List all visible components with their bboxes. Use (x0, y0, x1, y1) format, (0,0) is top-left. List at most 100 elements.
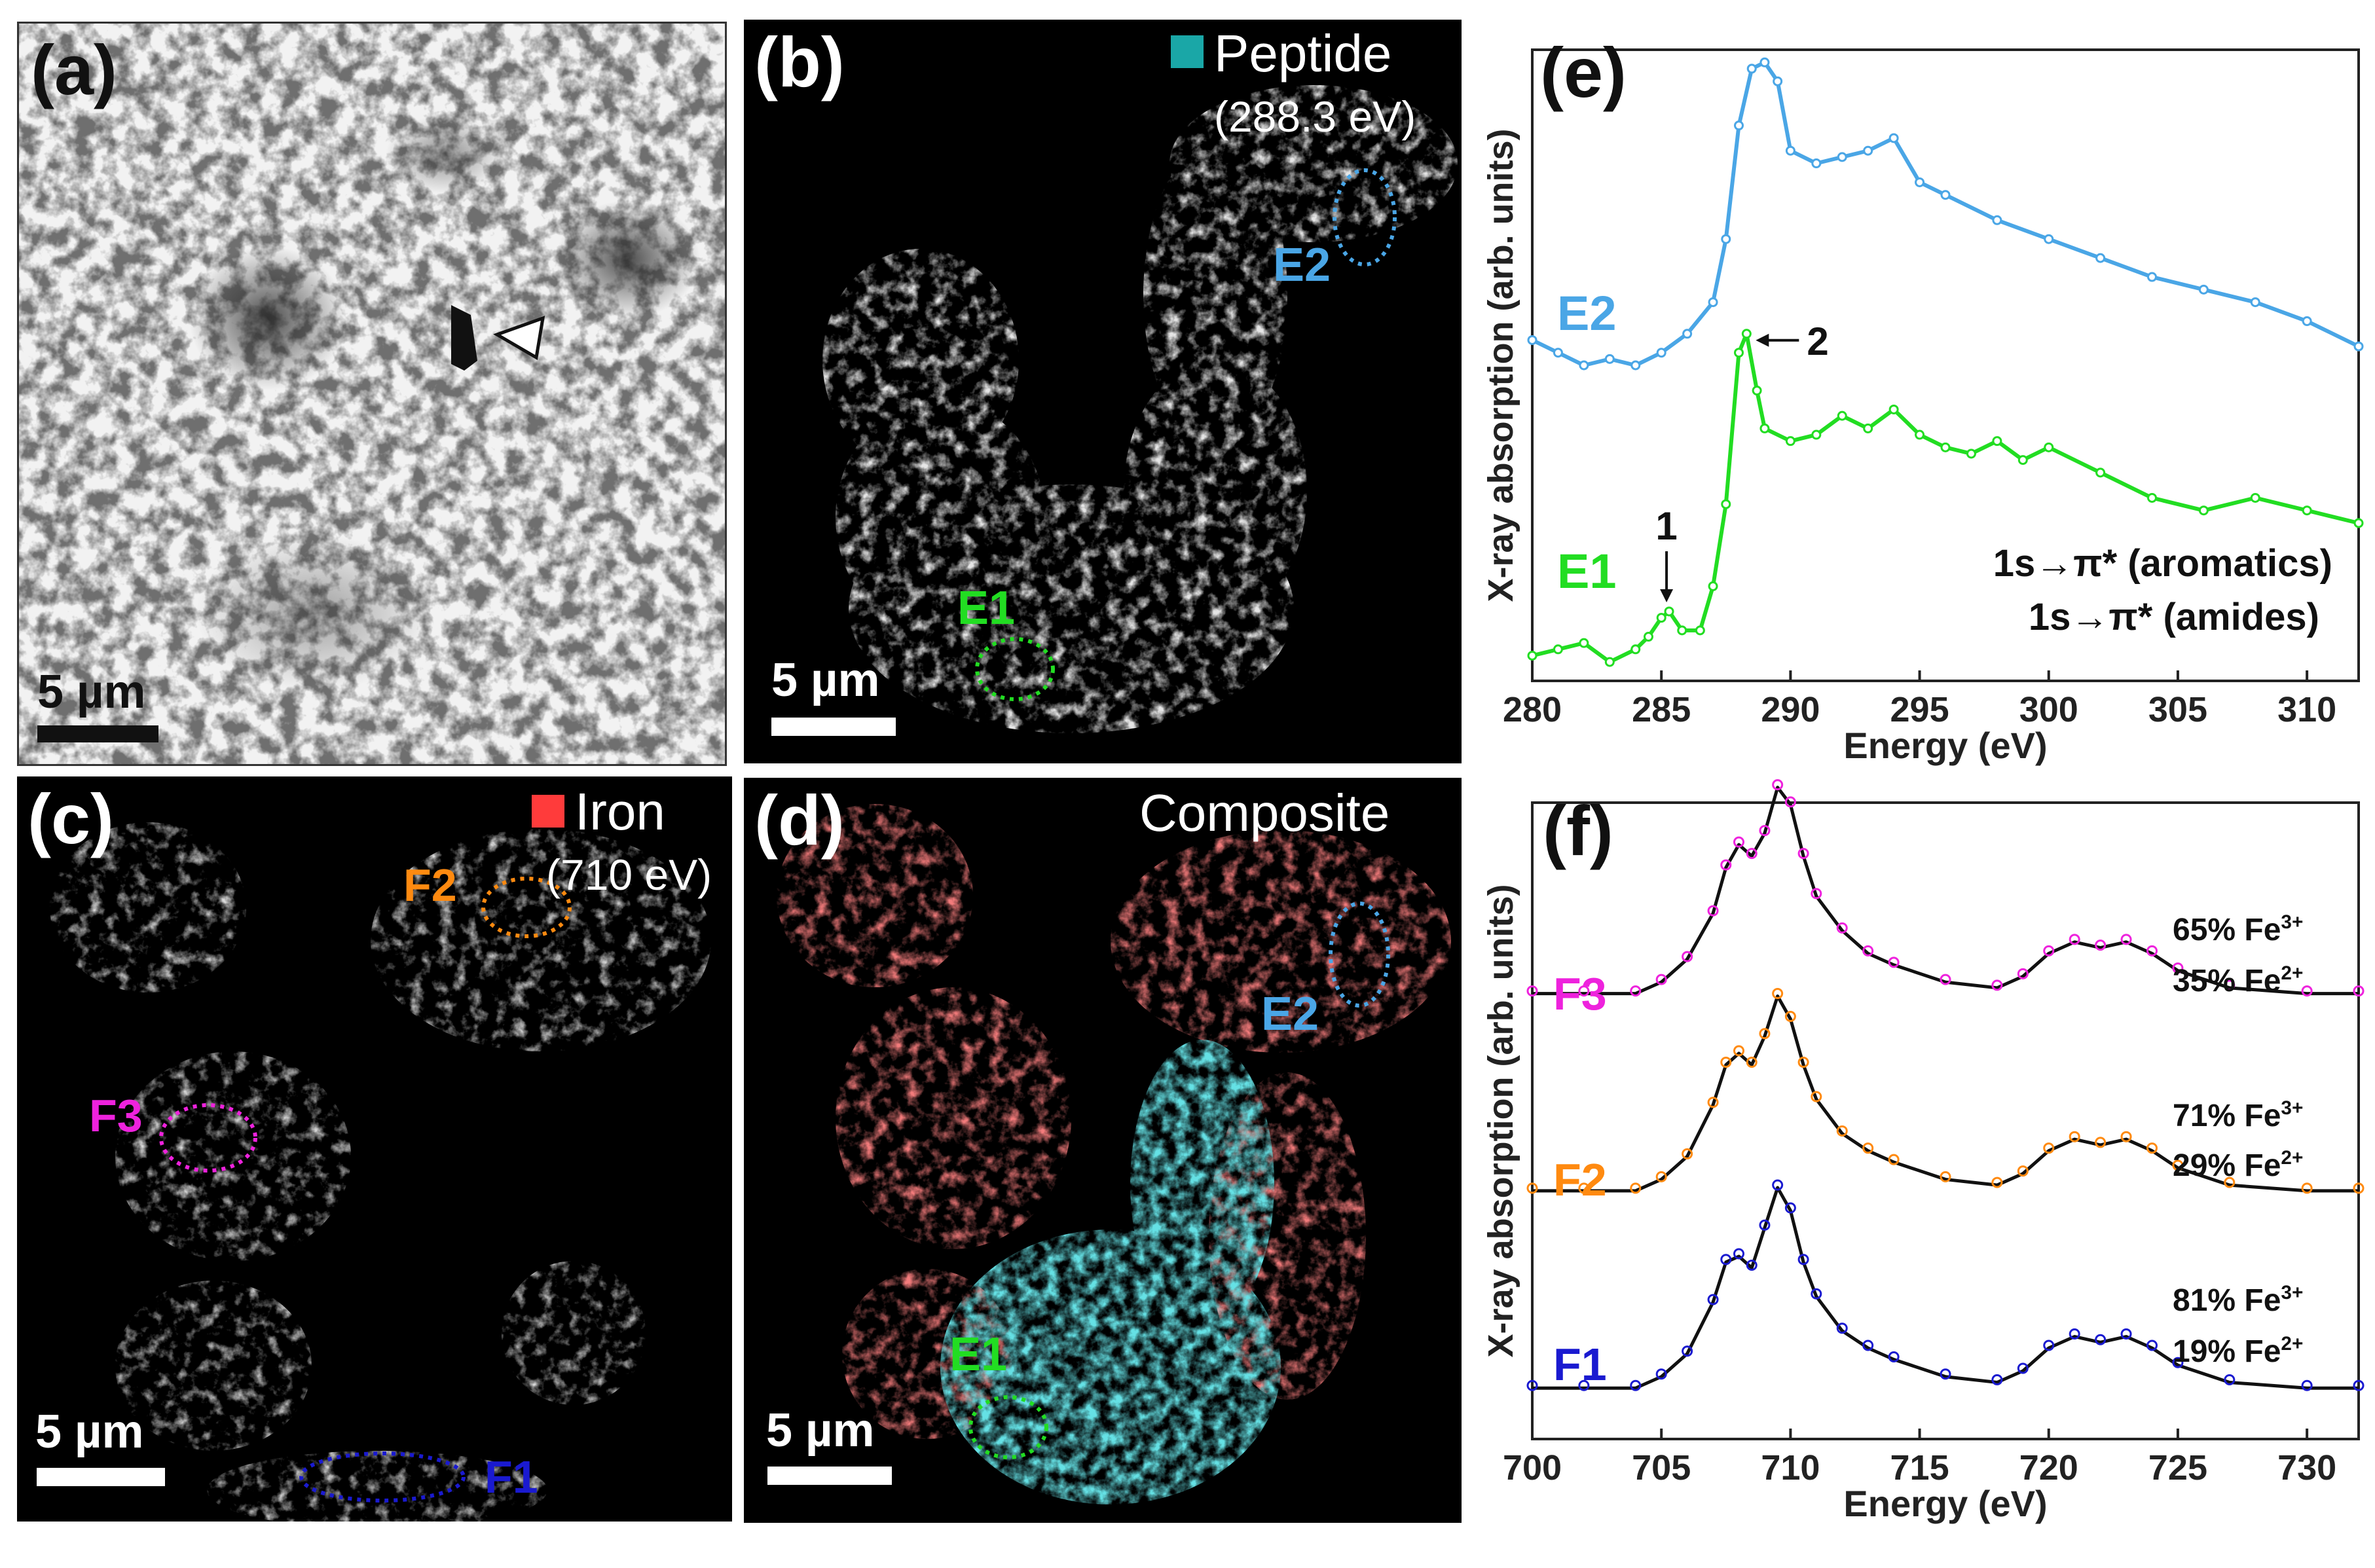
series-E1-point (1695, 625, 1705, 636)
x-axis-label: Energy (eV) (1843, 725, 2047, 766)
series-E2-point (1837, 152, 1847, 162)
series-F3-point (2146, 945, 2158, 957)
curve-label-F2: F2 (1553, 1154, 1607, 1205)
region-E2-outline (1329, 902, 1390, 1008)
series-E1-point (1708, 581, 1718, 591)
series-E2-point (1785, 145, 1795, 156)
series-E2-point (2044, 234, 2054, 244)
series-F1-point (1772, 1179, 1784, 1191)
series-F2-point (2353, 1182, 2365, 1194)
series-E1-point (1888, 404, 1899, 414)
legend-peptide: Peptide (1214, 24, 1392, 82)
series-E2-point (1759, 57, 1770, 67)
peak-1-label: 1 (1655, 504, 1677, 548)
x-tick-label: 710 (1761, 1448, 1820, 1487)
series-F2-point (1526, 1182, 1538, 1194)
series-F3-point (1811, 888, 1822, 900)
region-F3-outline (159, 1103, 257, 1173)
series-F2-point (2043, 1142, 2055, 1154)
series-E2-point (1863, 145, 1873, 156)
curve-label-E1: E1 (1557, 544, 1617, 598)
series-E2-point (1915, 177, 1925, 187)
series-F2-point (1655, 1171, 1667, 1182)
peak-2-label: 2 (1807, 319, 1828, 363)
scale-bar (767, 1467, 892, 1485)
plot-frame (1531, 48, 2360, 682)
series-E2-point (1888, 133, 1899, 143)
y-axis-label: X-ray absorption (arb. units) (1481, 884, 1520, 1357)
curve-label-F1: F1 (1553, 1339, 1607, 1390)
series-F1-point (1940, 1368, 1951, 1380)
series-F2-point (2120, 1131, 2132, 1142)
annotation-aromatics: 1s→π* (aromatics) (1993, 542, 2332, 585)
series-F3-point (1862, 945, 1874, 957)
series-F2-point (2301, 1182, 2313, 1194)
region-E1-label: E1 (949, 1328, 1008, 1381)
series-F1-point (1720, 1254, 1732, 1266)
series-F1-point (1630, 1379, 1642, 1391)
series-E2-point (1811, 158, 1822, 169)
fit-fe2-label: 35% Fe2+ (2173, 962, 2303, 998)
series-F3-point (2301, 985, 2313, 997)
series-E2-point (2250, 297, 2260, 308)
series-F3-point (2043, 945, 2055, 957)
series-E2-point (1746, 64, 1757, 74)
series-F3-fit (1532, 786, 2359, 996)
series-F1-point (2146, 1340, 2158, 1351)
region-E2-outline (1333, 168, 1397, 266)
scale-bar (37, 1468, 165, 1486)
series-E2-point (1682, 329, 1693, 339)
series-F1-point (2069, 1328, 2080, 1340)
series-E2-point (1773, 76, 1783, 86)
series-E2-point (1579, 360, 1589, 371)
panel-f: 700 705 710 715 720 725 730 Energy (eV) X-ray ab… (1475, 776, 2375, 1565)
fit-fe2-label: 29% Fe2+ (2173, 1147, 2303, 1183)
series-E1-point (1992, 436, 2002, 447)
series-E1-point (2147, 492, 2157, 503)
x-tick-label: 295 (1890, 690, 1949, 729)
series-F1-point (1655, 1368, 1667, 1380)
panel-c: (c) Iron (710 eV) F2 F3 F1 5 µm (17, 776, 732, 1522)
region-E1-label: E1 (957, 582, 1016, 634)
series-F2-point (1888, 1154, 1900, 1165)
peptide-map (744, 20, 1462, 763)
series-E2-point (2147, 272, 2157, 282)
series-F3-point (1888, 957, 1900, 968)
series-F1-fit (1532, 1186, 2359, 1390)
panel-label-f: (f) (1543, 791, 1613, 870)
series-E1-point (1677, 625, 1687, 636)
series-E2-point (2095, 253, 2106, 263)
panel-label-e: (e) (1540, 33, 1627, 112)
series-E2-point (1721, 234, 1731, 244)
series-F3-point (1797, 848, 1809, 860)
series-E1-point (2198, 505, 2209, 516)
scale-bar-label: 5 µm (37, 666, 146, 718)
series-E1-point (1643, 632, 1653, 642)
scale-bar-label: 5 µm (35, 1406, 144, 1458)
series-E1-point (2302, 505, 2312, 516)
series-E1-point (1656, 613, 1666, 623)
series-F2-point (1784, 1010, 1796, 1022)
energy-peptide: (288.3 eV) (1214, 92, 1416, 141)
series-F3-point (1526, 985, 1538, 997)
series-F2-point (1862, 1142, 1874, 1154)
series-E1-point (1630, 644, 1641, 655)
legend-iron: Iron (575, 782, 665, 841)
series-F3-point (1578, 985, 1590, 997)
region-F3-label: F3 (89, 1090, 143, 1141)
series-F1-point (1746, 1260, 1758, 1271)
series-F1-point (1888, 1351, 1900, 1362)
series-E1-point (1553, 644, 1563, 655)
series-E1-point (1811, 429, 1822, 440)
series-F3-point (1746, 848, 1758, 860)
fit-fe3-label: 81% Fe3+ (2173, 1282, 2303, 1318)
scale-bar (771, 718, 896, 736)
fit-fe2-label: 19% Fe2+ (2173, 1333, 2303, 1369)
iron-map (17, 776, 732, 1522)
series-F2-point (1759, 1028, 1771, 1040)
series-F2-point (1940, 1171, 1951, 1182)
series-E1-point (1863, 423, 1873, 433)
region-E1-outline (968, 1395, 1048, 1459)
series-F1-point (1578, 1379, 1590, 1391)
series-E2-point (1940, 190, 1951, 200)
